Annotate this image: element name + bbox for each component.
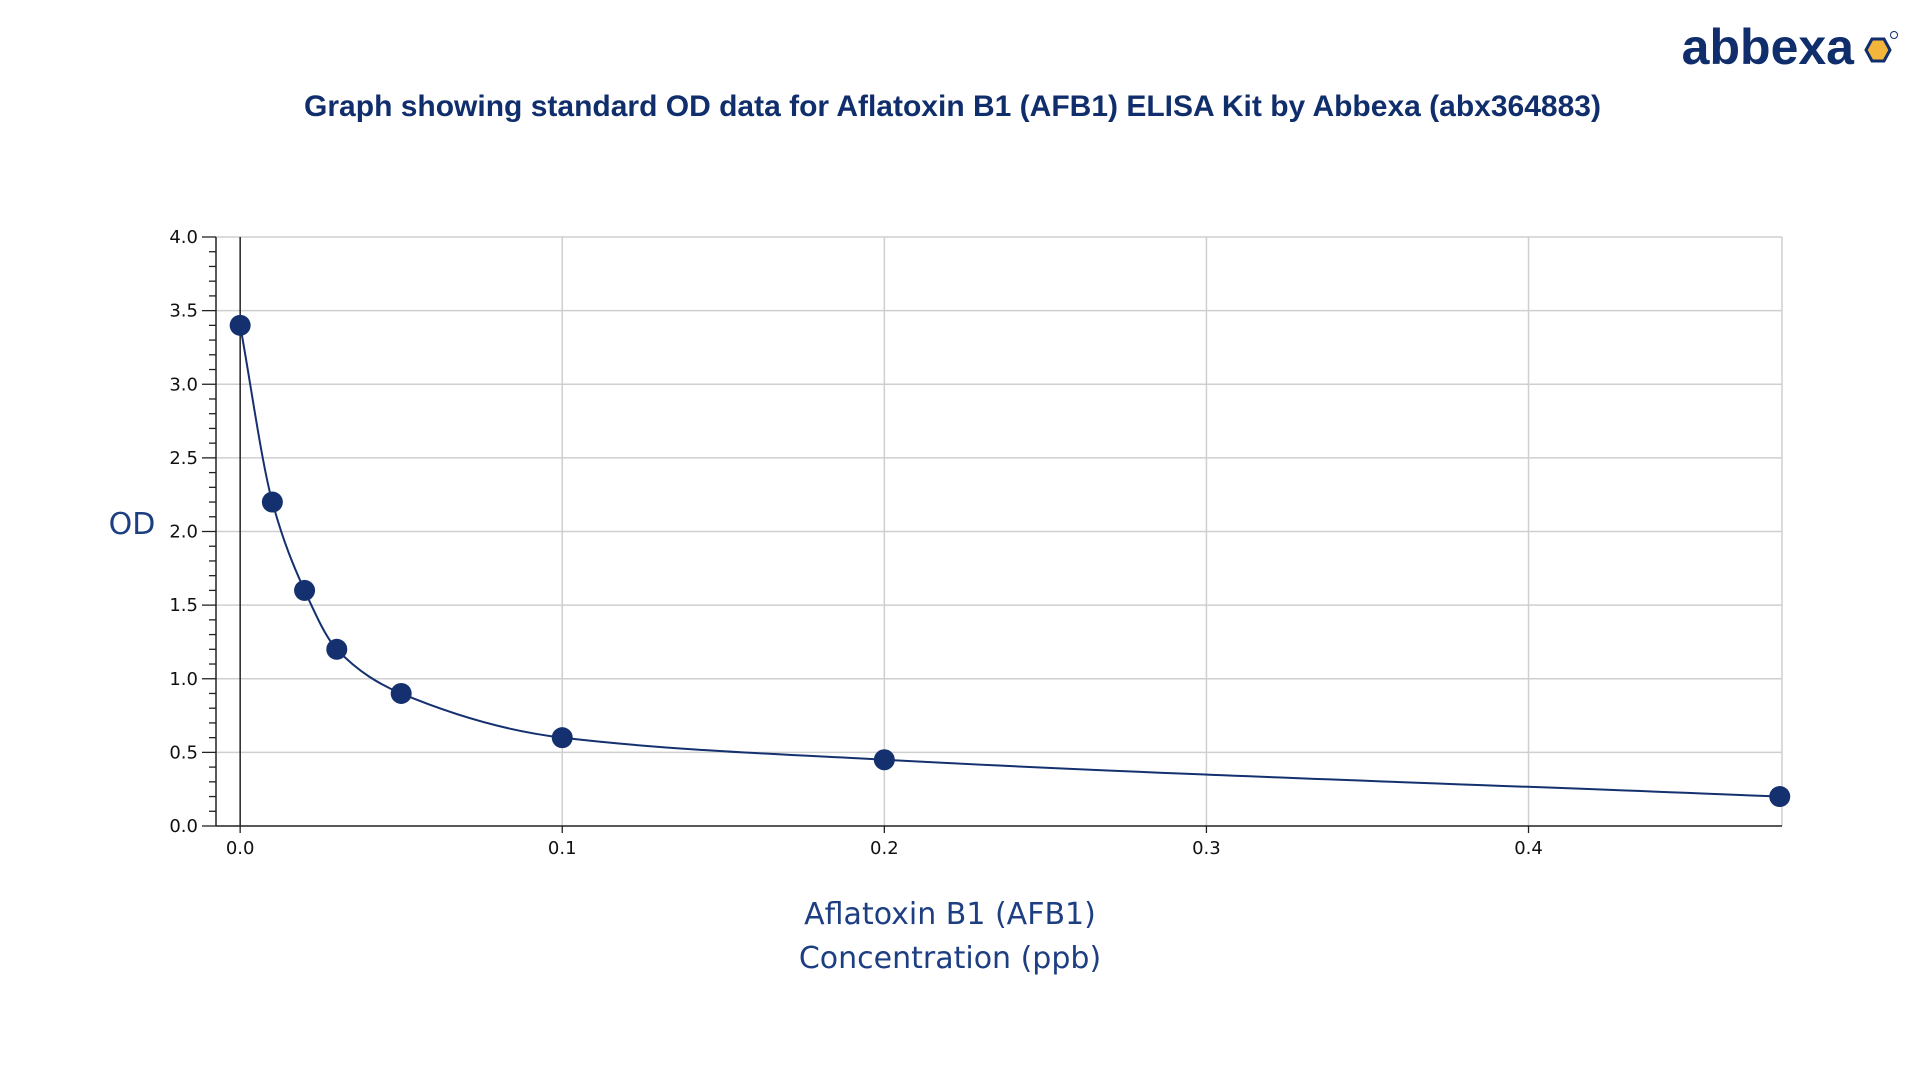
x-axis-title-line: Aflatoxin B1 (AFB1): [804, 897, 1096, 932]
data-point: [261, 491, 283, 513]
series: [229, 314, 1791, 808]
brand-name: abbexa: [1681, 19, 1854, 75]
data-point: [551, 727, 573, 749]
x-tick-label: 0.0: [226, 838, 255, 859]
data-point: [1769, 786, 1791, 808]
x-axis-title-line: Concentration (ppb): [799, 941, 1101, 976]
grid: [216, 236, 1783, 826]
y-tick-label: 1.5: [169, 595, 198, 616]
registered-mark-icon: [1890, 31, 1898, 39]
brand-logo: abbexa: [1682, 18, 1898, 76]
hexagon-icon: [1864, 31, 1898, 63]
y-axis-ticks: 0.0 0.5 1.0 1.5 2.0 2.5 3.0 3.5 4.0: [169, 227, 216, 837]
y-tick-label: 3.0: [169, 374, 198, 395]
y-tick-label: 0.5: [169, 742, 198, 763]
data-point: [873, 749, 895, 771]
y-tick-label: 4.0: [169, 227, 198, 248]
chart-title: Graph showing standard OD data for Aflat…: [304, 90, 1601, 123]
x-tick-label: 0.1: [548, 838, 577, 859]
y-tick-label: 3.5: [169, 301, 198, 322]
data-point: [390, 682, 412, 704]
series-line: [239, 325, 1780, 798]
y-tick-label: 2.0: [169, 522, 198, 543]
data-point: [326, 638, 348, 660]
y-tick-label: 0.0: [169, 816, 198, 837]
hexagon-icon-shape: [1864, 37, 1892, 63]
x-tick-label: 0.4: [1514, 838, 1543, 859]
data-point: [229, 314, 251, 336]
axis-titles: OD Aflatoxin B1 (AFB1) Concentration (ppb): [109, 507, 1102, 976]
y-tick-label: 1.0: [169, 669, 198, 690]
data-point: [294, 579, 316, 601]
y-tick-label: 2.5: [169, 448, 198, 469]
x-tick-label: 0.3: [1192, 838, 1221, 859]
x-axis-ticks: 0.0 0.1 0.2 0.3 0.4: [226, 826, 1543, 859]
y-axis-title: OD: [109, 507, 156, 542]
x-tick-label: 0.2: [870, 838, 899, 859]
